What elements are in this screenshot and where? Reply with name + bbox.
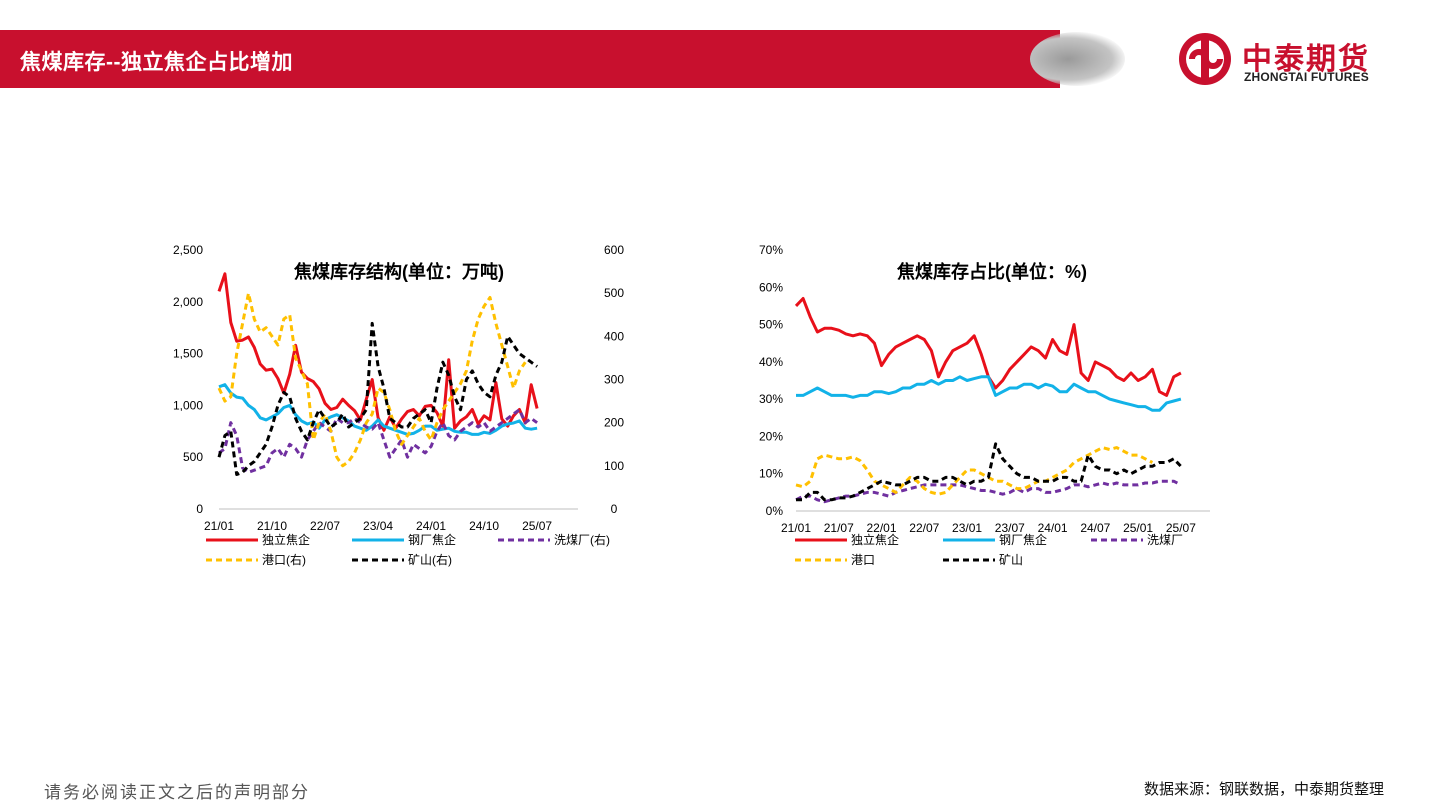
y-tick-label: 2,000 xyxy=(173,295,203,309)
x-tick-label: 25/01 xyxy=(1123,521,1153,535)
series-line-4 xyxy=(796,442,1182,502)
legend-label: 矿山 xyxy=(999,553,1023,567)
series-line-1 xyxy=(218,383,538,436)
legend-label: 钢厂焦企 xyxy=(999,532,1047,547)
y-right-tick-label: 400 xyxy=(604,329,624,343)
logo-name-cn: 中泰期货 xyxy=(1242,43,1370,76)
logo-name-en: ZHONGTAI FUTURES xyxy=(1244,70,1369,84)
x-tick-label: 21/10 xyxy=(257,519,287,533)
header-shadow xyxy=(1030,32,1125,86)
x-tick-label: 24/10 xyxy=(469,519,499,533)
x-tick-label: 23/01 xyxy=(952,521,982,535)
x-tick-label: 21/01 xyxy=(781,521,811,535)
y-right-tick-label: 200 xyxy=(604,416,624,430)
series-line-3 xyxy=(795,446,1154,496)
x-tick-label: 22/07 xyxy=(310,519,340,533)
series-line-3 xyxy=(217,291,527,468)
y-right-tick-label: 300 xyxy=(604,373,624,387)
legend-label: 矿山(右) xyxy=(408,552,452,567)
y-tick-label: 1,000 xyxy=(173,398,203,412)
inventory-share-chart: 焦煤库存占比(单位：%) 0% 10% 20% 30% 40% 50% 60% 70% 21/01… xyxy=(759,243,1210,567)
y-tick-label: 500 xyxy=(183,450,203,464)
y-right-tick-label: 500 xyxy=(604,286,624,300)
series-line-1 xyxy=(796,375,1182,412)
footer-disclaimer: 请务必阅读正文之后的声明部分 xyxy=(44,783,310,803)
y-tick-label: 70% xyxy=(759,243,783,257)
series-line-4 xyxy=(217,321,538,476)
chart-title: 焦煤库存占比(单位：%) xyxy=(896,261,1087,282)
logo-icon xyxy=(1179,33,1231,85)
legend-label: 港口(右) xyxy=(262,552,306,567)
y-tick-label: 1,500 xyxy=(173,347,203,361)
y-tick-label: 60% xyxy=(759,280,783,294)
chart-title: 焦煤库存结构(单位：万吨) xyxy=(293,261,504,282)
x-tick-label: 25/07 xyxy=(522,519,552,533)
x-tick-label: 21/07 xyxy=(824,521,854,535)
x-tick-label: 24/01 xyxy=(416,519,446,533)
x-tick-label: 25/07 xyxy=(1166,521,1196,535)
series-line-2 xyxy=(218,408,538,474)
x-tick-label: 24/01 xyxy=(1038,521,1068,535)
inventory-structure-chart: 焦煤库存结构(单位：万吨) 0 500 1,000 1,500 2,000 2,500 0 10… xyxy=(173,243,624,567)
y-tick-label: 50% xyxy=(759,318,783,332)
header-bar xyxy=(0,30,1060,88)
x-tick-label: 22/01 xyxy=(867,521,897,535)
legend-label: 独立焦企 xyxy=(262,532,310,547)
y-tick-label: 0% xyxy=(766,504,784,518)
y-tick-label: 40% xyxy=(759,355,783,369)
series-line-0 xyxy=(217,272,539,432)
y-tick-label: 20% xyxy=(759,429,783,443)
legend-label: 独立焦企 xyxy=(851,532,899,547)
legend-label: 洗煤厂 xyxy=(1147,533,1183,547)
series-line-2 xyxy=(795,479,1182,504)
y-tick-label: 0 xyxy=(196,502,203,516)
page-title: 焦煤库存--独立焦企占比增加 xyxy=(20,51,293,74)
footer-source: 数据来源：钢联数据，中泰期货整理 xyxy=(1143,781,1384,798)
y-right-tick-label: 100 xyxy=(604,459,624,473)
legend-label: 钢厂焦企 xyxy=(408,532,456,547)
legend-label: 洗煤厂(右) xyxy=(554,532,610,547)
y-tick-label: 10% xyxy=(759,467,783,481)
y-tick-label: 2,500 xyxy=(173,243,203,257)
x-tick-label: 23/04 xyxy=(363,519,393,533)
x-tick-label: 21/01 xyxy=(204,519,234,533)
x-tick-label: 23/07 xyxy=(995,521,1025,535)
y-right-tick-label: 0 xyxy=(611,502,618,516)
y-right-tick-label: 600 xyxy=(604,243,624,257)
legend-label: 港口 xyxy=(851,553,875,567)
x-tick-label: 22/07 xyxy=(909,521,939,535)
company-logo: 中泰期货 ZHONGTAI FUTURES xyxy=(1176,30,1396,90)
x-tick-label: 24/07 xyxy=(1080,521,1110,535)
y-tick-label: 30% xyxy=(759,392,783,406)
